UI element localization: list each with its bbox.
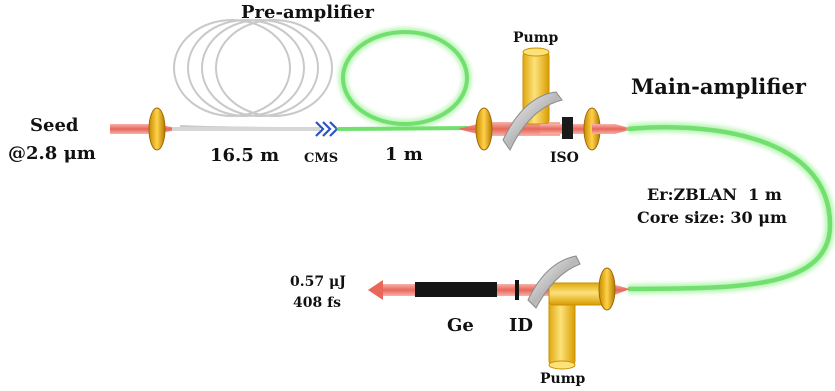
- label-ge: Ge: [447, 315, 474, 336]
- pump-bottom: [548, 282, 612, 370]
- label-pump-bottom: Pump: [540, 371, 586, 387]
- label-seed-line2: @2.8 μm: [8, 143, 96, 164]
- label-output-line2: 408 fs: [293, 295, 341, 311]
- main-amp-input-beam: [592, 124, 633, 134]
- pre-amp-gain-fiber: [337, 27, 472, 134]
- label-cms: CMS: [304, 151, 338, 166]
- label-output-line1: 0.57 μJ: [290, 274, 346, 290]
- main-amp-output-lens: [598, 267, 616, 311]
- label-id: ID: [509, 315, 533, 336]
- iris-diaphragm: [515, 280, 519, 300]
- main-amp-gain-fiber: [627, 122, 835, 294]
- label-main-amplifier: Main-amplifier: [631, 74, 807, 99]
- label-gain-length: 1 m: [385, 144, 423, 165]
- label-pre-amplifier: Pre-amplifier: [241, 2, 374, 23]
- seed-beam: [110, 124, 182, 134]
- label-seed-line1: Seed: [30, 115, 79, 136]
- passive-fiber-coil: [173, 19, 333, 129]
- label-fiber-line2: Core size: 30 μm: [637, 208, 787, 227]
- pre-amp-lens-1: [475, 107, 493, 151]
- output-arrow-icon: [368, 280, 383, 300]
- label-fiber-line1: Er:ZBLAN 1 m: [647, 185, 782, 204]
- label-pump-top: Pump: [513, 30, 559, 46]
- dichroic-mirror-top: [502, 91, 563, 151]
- ge-window: [415, 282, 497, 297]
- cms-icon: [315, 121, 339, 137]
- dichroic-mirror-bottom: [527, 255, 581, 309]
- passive-fiber: [172, 127, 320, 131]
- seed-coupling-lens: [148, 107, 166, 151]
- label-iso: ISO: [550, 150, 579, 166]
- isolator: [562, 117, 573, 139]
- label-passive-length: 16.5 m: [210, 145, 279, 166]
